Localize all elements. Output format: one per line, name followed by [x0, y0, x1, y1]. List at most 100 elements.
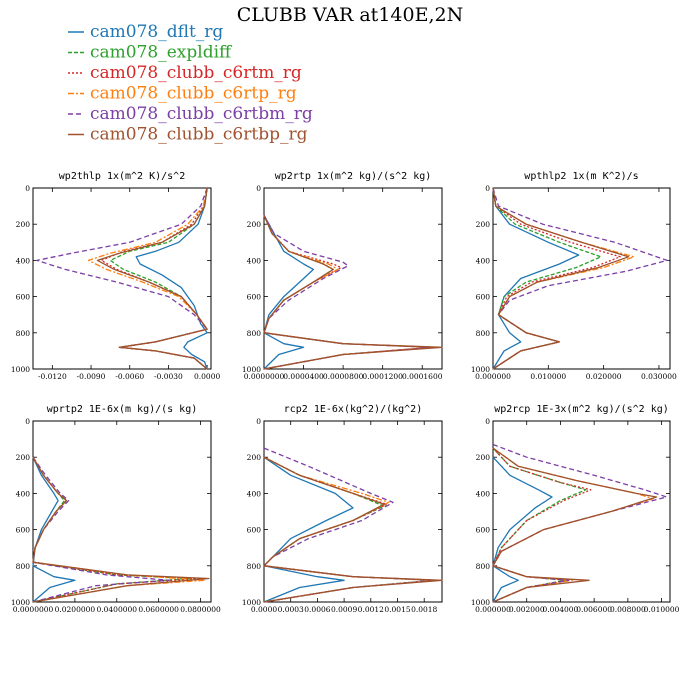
y-tick-label: 400: [476, 256, 491, 265]
series-line-2: [263, 456, 434, 603]
legend-label-3: cam078_clubb_c6rtp_rg: [90, 84, 297, 104]
x-tick-label: 0.010000: [644, 605, 680, 614]
y-tick-label: 800: [16, 329, 31, 338]
panel-2: wpthlp2 1x(m K^2)/s 0 200 400 600 800 10000.00…: [471, 171, 677, 381]
y-tick-label: 200: [476, 453, 491, 462]
legend-label-1: cam078_expldiff: [90, 43, 233, 63]
series-line-0: [492, 456, 553, 603]
figure-title: CLUBB VAR at140E,2N: [237, 4, 463, 26]
y-tick-label: 400: [16, 256, 31, 265]
panel-title-4: rcp2 1E-6x(kg^2)/(kg^2): [284, 404, 422, 415]
series-line-3: [492, 447, 654, 603]
y-tick-label: 600: [16, 293, 31, 302]
series-line-5: [492, 187, 630, 370]
series-line-1: [263, 456, 434, 603]
y-tick-label: 200: [247, 220, 262, 229]
x-tick-label: 0.0003: [278, 605, 304, 614]
y-tick-label: 400: [247, 489, 262, 498]
x-tick-label: 0.0009: [331, 605, 357, 614]
y-tick-label: 200: [476, 220, 491, 229]
y-tick-label: 200: [247, 453, 262, 462]
x-tick-label: -0.0030: [154, 372, 183, 381]
series-line-5: [96, 187, 208, 370]
legend-label-4: cam078_clubb_c6rtbm_rg: [90, 104, 313, 124]
legend-label-2: cam078_clubb_c6rtm_rg: [90, 63, 302, 83]
y-tick-label: 800: [476, 562, 491, 571]
series-line-5: [492, 447, 658, 603]
y-tick-label: 0: [25, 184, 30, 193]
panel-title-5: wp2rcp 1E-3x(m^2 kg)/(s^2 kg): [494, 404, 669, 415]
legend: cam078_dflt_rgcam078_expldiffcam078_club…: [68, 22, 313, 145]
panel-title-0: wp2thlp 1x(m^2 K)/s^2: [59, 171, 185, 182]
x-tick-label: 0.000000: [475, 605, 511, 614]
panel-5: wp2rcp 1E-3x(m^2 kg)/(s^2 kg) 0 200 400 600 8…: [471, 404, 680, 614]
x-tick-label: 0.030000: [641, 372, 677, 381]
y-tick-label: 800: [476, 329, 491, 338]
x-tick-label: 0.0000: [194, 372, 220, 381]
y-tick-label: 600: [476, 293, 491, 302]
x-tick-label: 0.008000: [610, 605, 646, 614]
x-tick-label: 0.0001600: [402, 372, 443, 381]
series-line-2: [492, 187, 621, 370]
x-tick-label: 0.020000: [586, 372, 622, 381]
series-line-5: [263, 456, 443, 603]
series-line-2: [32, 456, 202, 603]
y-tick-label: 0: [485, 417, 490, 426]
series-line-4: [32, 456, 170, 603]
x-tick-label: 0.0006: [304, 605, 330, 614]
panel-title-3: wprtp2 1E-6x(m kg)/(s kg): [47, 404, 198, 415]
plot-frame-5: [492, 420, 671, 603]
y-tick-label: 800: [16, 562, 31, 571]
plot-frame-2: [492, 187, 671, 370]
y-tick-label: 600: [247, 526, 262, 535]
plot-frame-1: [263, 187, 443, 370]
series-line-5: [263, 214, 443, 370]
series-line-1: [492, 187, 602, 370]
x-tick-label: 0.0800000: [180, 605, 221, 614]
panel-1: wp2rtp 1x(m^2 kg)/(s^2 kg) 0 200 400 600 800 1…: [242, 171, 443, 381]
x-tick-label: 0.0600000: [138, 605, 179, 614]
y-tick-label: 1000: [242, 365, 261, 374]
y-tick-label: 0: [256, 184, 261, 193]
series-line-3: [492, 187, 635, 370]
panel-title-1: wp2rtp 1x(m^2 kg)/(s^2 kg): [275, 171, 432, 182]
y-tick-label: 400: [16, 489, 31, 498]
x-tick-label: 0.0000400: [283, 372, 324, 381]
plot-frame-3: [32, 420, 212, 603]
series-line-0: [263, 214, 315, 370]
series-line-4: [36, 187, 208, 370]
series-line-2: [492, 447, 592, 603]
y-tick-label: 1000: [11, 365, 30, 374]
x-tick-label: 0.0015: [384, 605, 410, 614]
y-tick-label: 1000: [242, 598, 261, 607]
x-tick-label: 0.000000: [475, 372, 511, 381]
series-line-1: [109, 187, 208, 370]
x-tick-label: 0.004000: [543, 605, 579, 614]
x-tick-label: 0.0018: [411, 605, 437, 614]
x-tick-label: 0.0000000: [13, 605, 54, 614]
y-tick-label: 0: [485, 184, 490, 193]
x-tick-label: -0.0060: [115, 372, 144, 381]
y-tick-label: 0: [256, 417, 261, 426]
y-tick-label: 400: [247, 256, 262, 265]
x-tick-label: 0.0000000: [244, 372, 285, 381]
series-line-0: [135, 187, 208, 370]
legend-label-0: cam078_dflt_rg: [90, 22, 223, 42]
y-tick-label: 800: [247, 329, 262, 338]
panels: wp2thlp 1x(m^2 K)/s^2 0 200 400 600 800 1000 -0…: [11, 171, 680, 614]
series-line-4: [492, 187, 668, 370]
x-tick-label: 0.0001200: [362, 372, 403, 381]
x-tick-label: -0.0120: [38, 372, 67, 381]
y-tick-label: 400: [476, 489, 491, 498]
y-tick-label: 600: [247, 293, 262, 302]
panel-title-2: wpthlp2 1x(m K^2)/s: [524, 171, 638, 182]
plot-frame-0: [32, 187, 212, 370]
x-tick-label: 0.0400000: [96, 605, 137, 614]
x-tick-label: 0.0000800: [323, 372, 364, 381]
y-tick-label: 1000: [11, 598, 30, 607]
series-line-0: [263, 456, 354, 603]
y-tick-label: 600: [476, 526, 491, 535]
panel-3: wprtp2 1E-6x(m kg)/(s kg) 0 200 400 600 800 10…: [11, 404, 221, 614]
y-tick-label: 1000: [471, 365, 490, 374]
